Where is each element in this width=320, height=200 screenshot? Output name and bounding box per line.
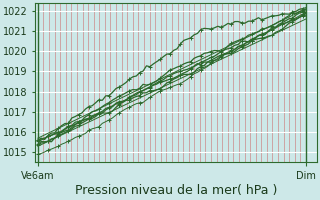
X-axis label: Pression niveau de la mer( hPa ): Pression niveau de la mer( hPa ) [75,184,277,197]
